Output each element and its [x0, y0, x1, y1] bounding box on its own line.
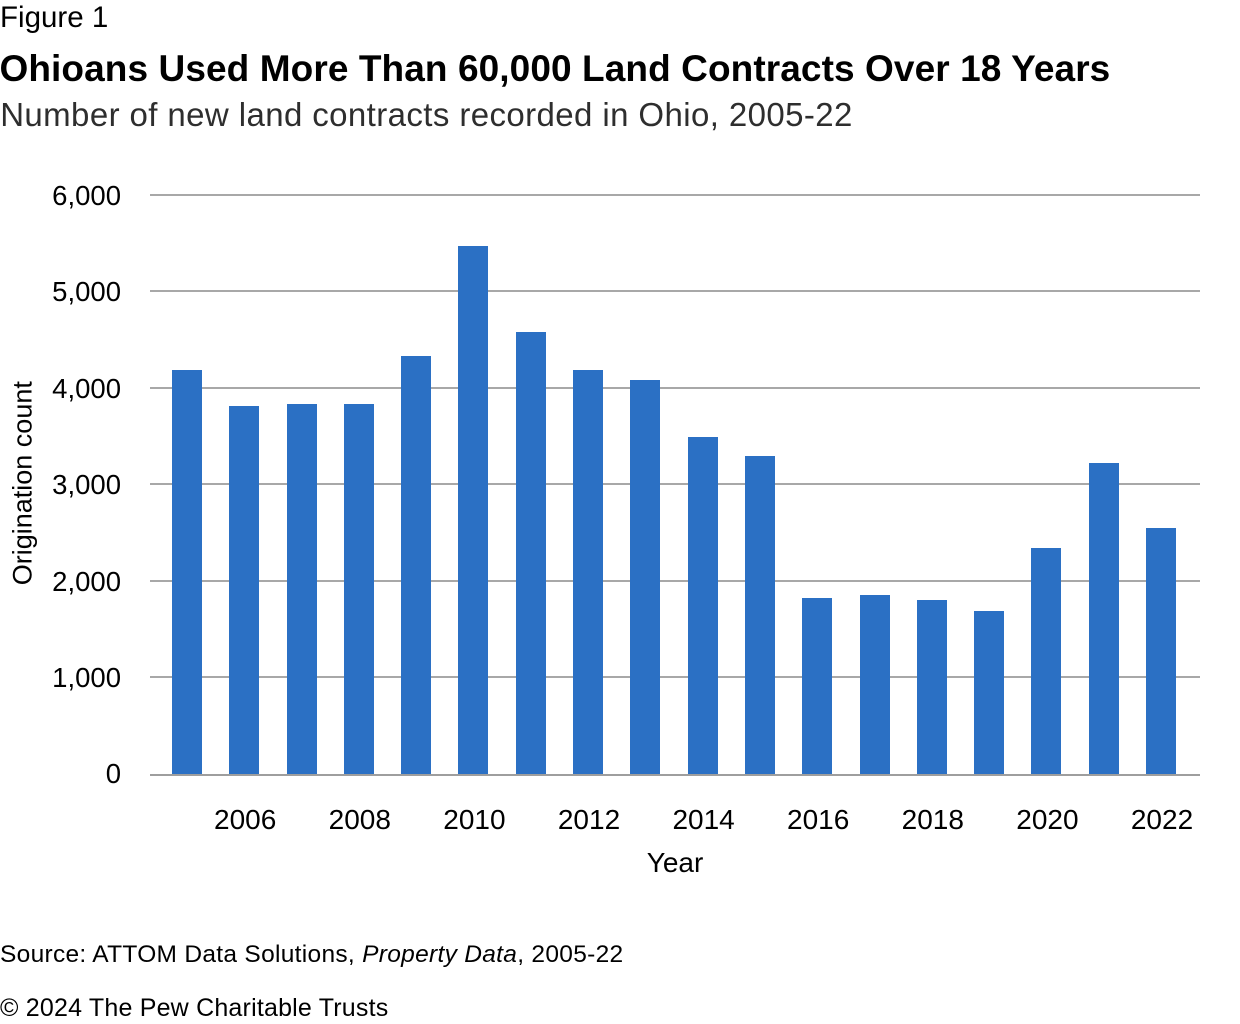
svg-text:Origination count: Origination count — [8, 381, 38, 586]
